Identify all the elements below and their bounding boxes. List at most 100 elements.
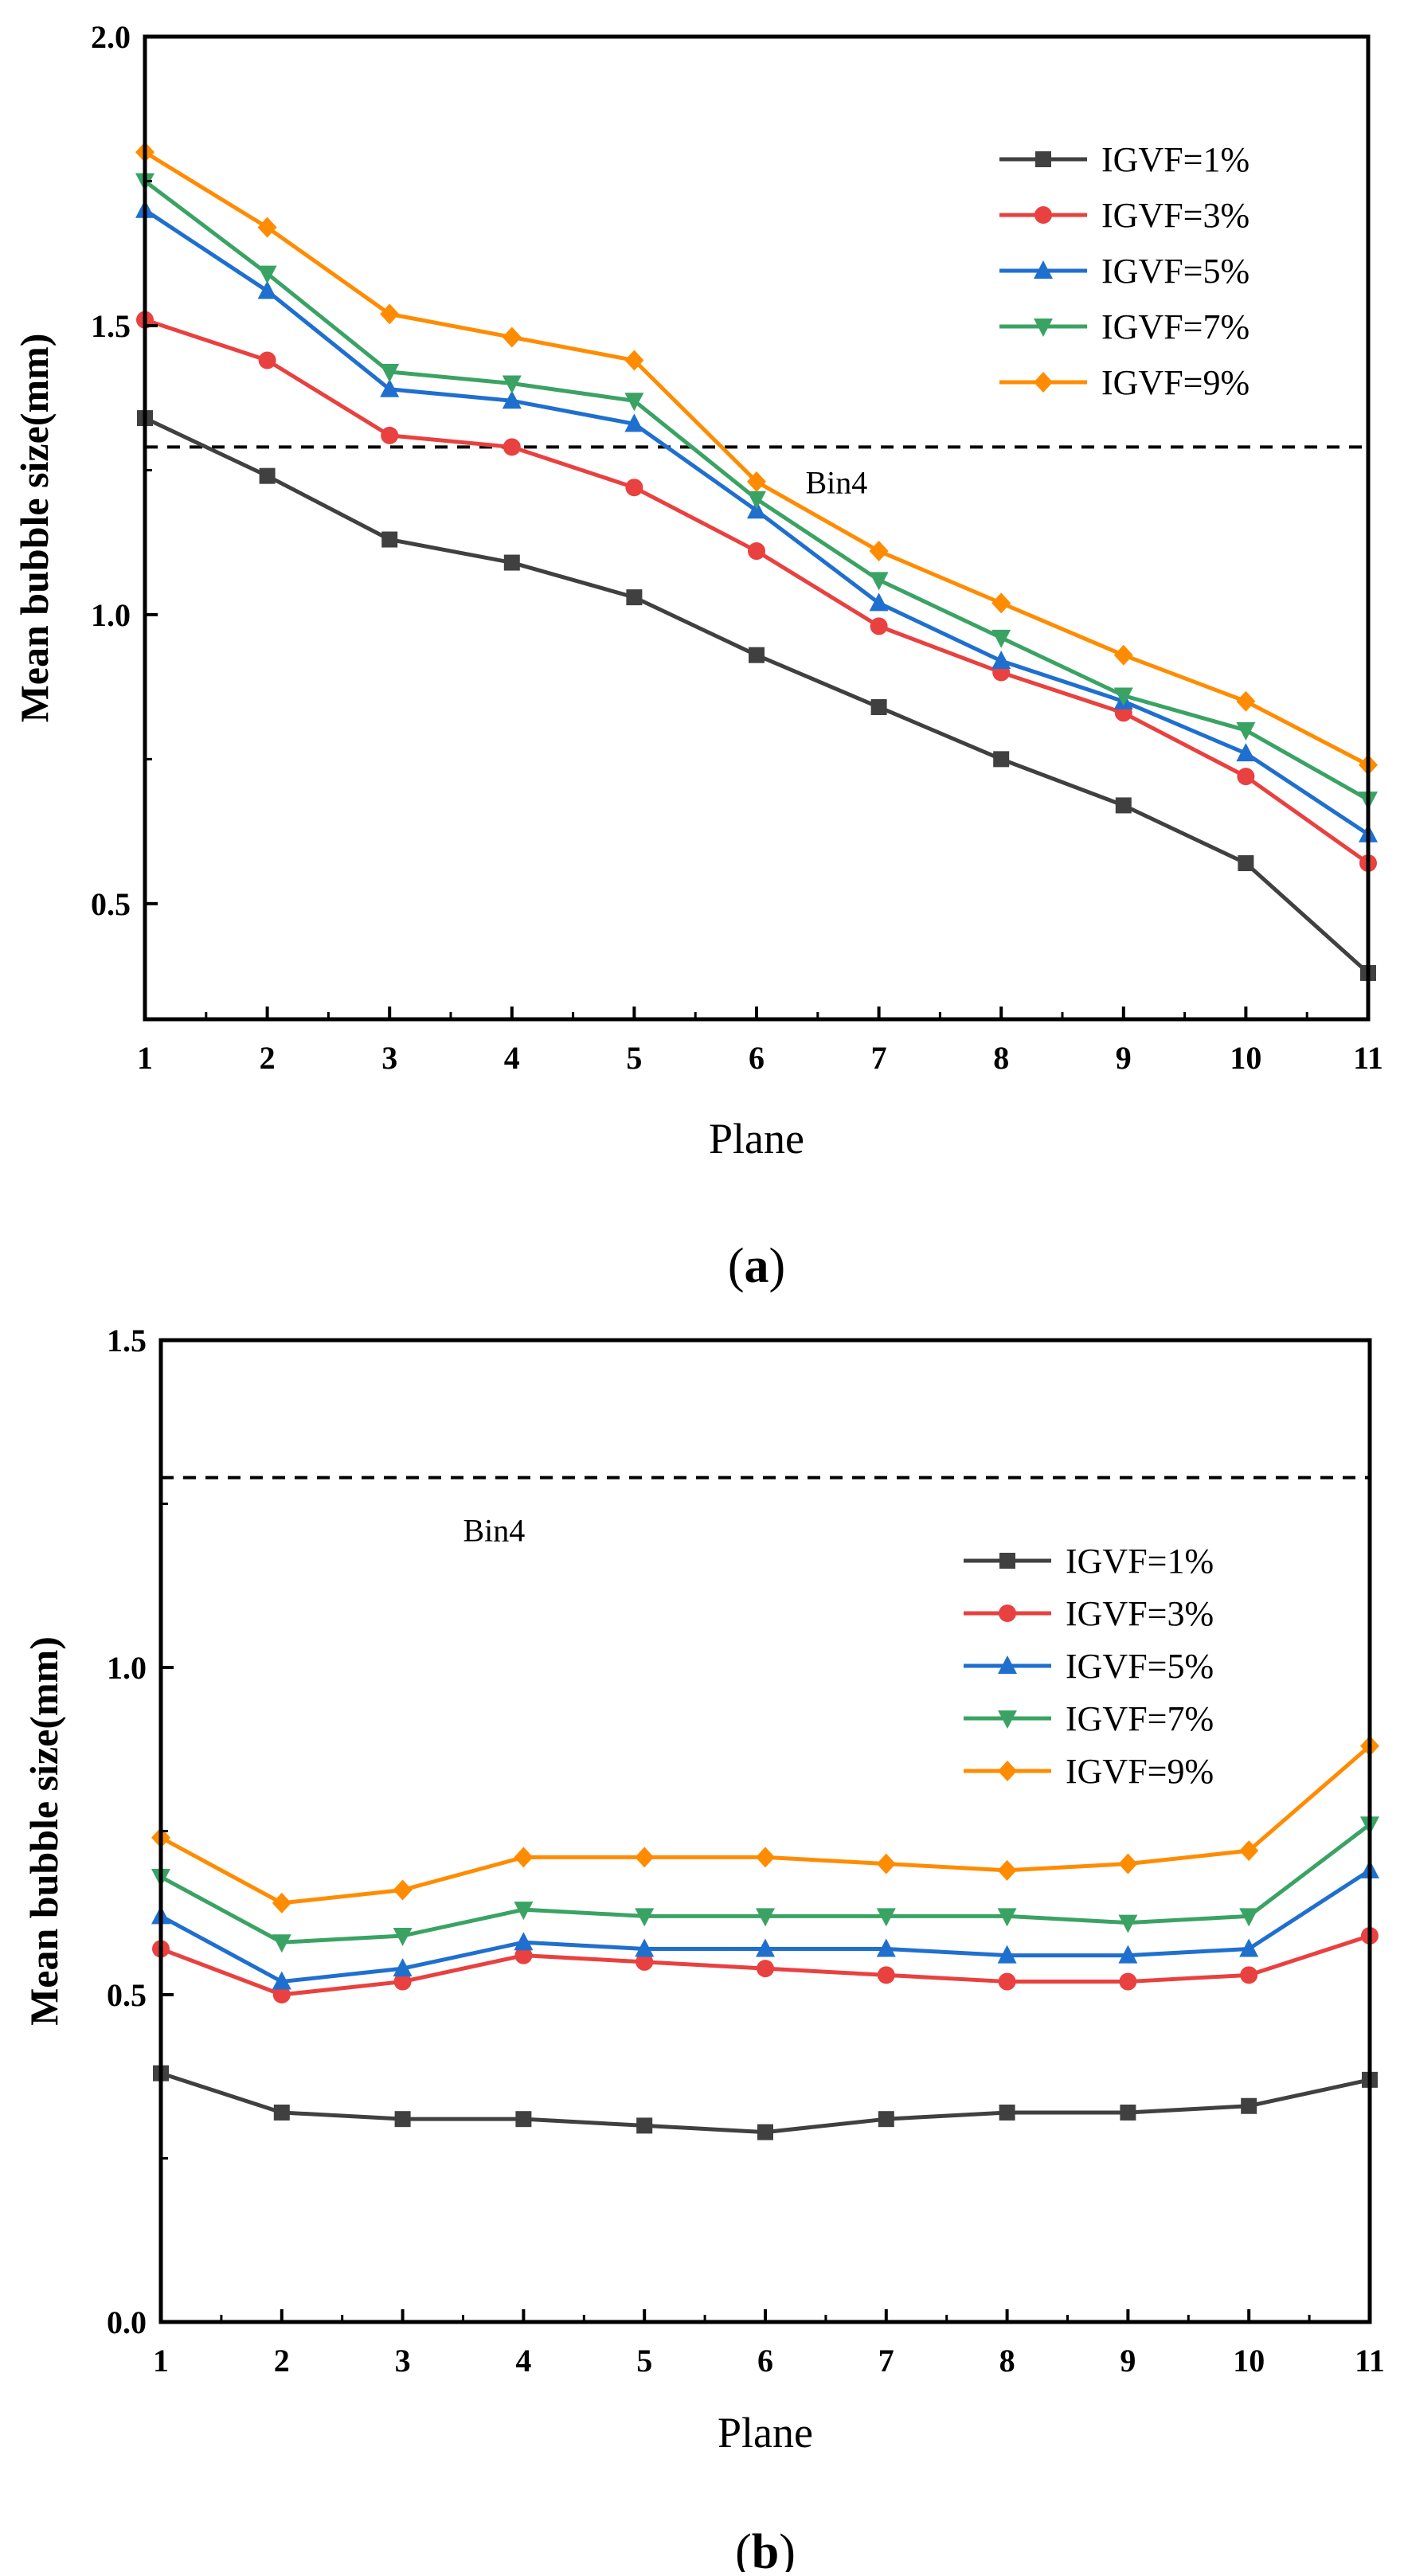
data-point	[635, 1847, 655, 1868]
x-tick-label: 4	[504, 1040, 520, 1076]
data-point	[1236, 743, 1256, 762]
x-tick-label: 6	[749, 1040, 765, 1076]
x-tick-label: 5	[626, 1040, 642, 1076]
data-point	[1118, 1914, 1138, 1933]
data-point	[876, 1938, 896, 1957]
data-point	[1237, 768, 1255, 786]
data-point	[624, 413, 644, 432]
data-point	[259, 467, 276, 484]
data-point	[997, 1859, 1017, 1881]
data-point	[272, 1971, 291, 1990]
data-point	[636, 1953, 654, 1971]
y-axis-title: Mean bubble size(mm)	[22, 1636, 66, 2026]
data-point	[756, 1847, 775, 1868]
data-point	[1238, 855, 1254, 872]
panel-label-close: )	[779, 2525, 796, 2572]
legend-label: IGVF=5%	[1101, 252, 1250, 291]
data-point	[1118, 1853, 1138, 1874]
legend-marker	[998, 1655, 1017, 1674]
data-point	[624, 350, 644, 371]
data-point	[257, 265, 277, 284]
y-tick-label: 1.5	[107, 1323, 147, 1358]
x-axis-title: Plane	[718, 2409, 813, 2457]
x-tick-label: 6	[757, 2343, 773, 2379]
x-tick-label: 8	[993, 1040, 1009, 1076]
legend-marker	[1034, 260, 1053, 279]
plot-frame	[158, 1338, 1372, 2324]
panel-label-open: (	[728, 1239, 745, 1293]
legend-label: IGVF=9%	[1101, 363, 1250, 402]
data-point	[1236, 690, 1256, 712]
x-tick-label: 2	[274, 2343, 290, 2379]
reference-line-label: Bin4	[805, 464, 867, 500]
data-point	[757, 1960, 774, 1978]
data-point	[1115, 797, 1132, 814]
data-point	[272, 1892, 291, 1913]
legend-marker	[1034, 319, 1053, 337]
panel-label: (a)	[728, 1239, 785, 1293]
panel-label-open: (	[735, 2525, 752, 2572]
data-point	[869, 592, 889, 612]
x-tick-label: 10	[1230, 1040, 1261, 1076]
data-point	[997, 1908, 1017, 1927]
data-point	[757, 2124, 773, 2140]
data-point	[635, 1938, 655, 1957]
data-point	[273, 2104, 290, 2121]
data-point	[625, 479, 643, 497]
data-point	[1113, 687, 1133, 706]
data-point	[257, 280, 277, 299]
data-point	[747, 491, 766, 510]
series-line-3	[143, 208, 1370, 836]
legend-label: IGVF=7%	[1066, 1699, 1214, 1738]
data-point	[747, 471, 766, 492]
data-point	[380, 303, 400, 325]
data-point	[502, 375, 522, 394]
x-tick-label: 9	[1116, 1040, 1132, 1076]
y-tick-label: 0.5	[107, 1977, 147, 2013]
data-point	[877, 1966, 895, 1984]
panel-label-close: )	[769, 1239, 786, 1293]
data-point	[1236, 722, 1256, 741]
data-point	[502, 326, 522, 348]
data-point	[380, 364, 400, 383]
x-tick-label: 2	[260, 1040, 276, 1076]
data-point	[381, 426, 399, 444]
data-point	[514, 1932, 534, 1951]
data-point	[1118, 1945, 1138, 1964]
x-tick-label: 11	[1355, 2343, 1385, 2379]
data-point	[991, 650, 1011, 669]
data-point	[1241, 2097, 1257, 2114]
data-point	[624, 393, 644, 412]
data-point	[756, 1908, 775, 1927]
data-point	[999, 2104, 1015, 2121]
data-point	[991, 629, 1011, 648]
legend-marker	[999, 1605, 1016, 1622]
data-point	[272, 1934, 291, 1953]
panel-label-letter: b	[752, 2525, 779, 2572]
data-point	[1119, 1972, 1137, 1991]
y-tick-label: 1.0	[91, 597, 131, 633]
legend-label: IGVF=3%	[1066, 1594, 1214, 1633]
data-point	[993, 751, 1010, 768]
x-tick-label: 1	[153, 2343, 169, 2379]
data-point	[636, 2117, 653, 2134]
x-tick-label: 1	[137, 1040, 153, 1076]
data-point	[515, 2111, 532, 2128]
data-point	[503, 438, 521, 456]
y-tick-label: 0.0	[107, 2304, 147, 2340]
y-tick-label: 1.0	[107, 1650, 147, 1686]
data-point	[991, 592, 1011, 614]
data-point	[1239, 1908, 1259, 1927]
data-point	[514, 1946, 533, 1964]
legend-label: IGVF=5%	[1066, 1647, 1214, 1686]
data-point	[749, 647, 765, 663]
x-tick-label: 4	[515, 2343, 531, 2379]
data-point	[997, 1945, 1017, 1964]
chart-panel-b: Bin4 1 2 3 4 5 6 7 8 9 10 11 0.0 0.5 1.0 1.5 Plane Mean b…	[22, 1323, 1385, 2576]
x-tick-label: 7	[878, 2343, 894, 2379]
data-point	[1239, 1938, 1259, 1957]
x-tick-label: 10	[1233, 2343, 1265, 2379]
data-point	[394, 2111, 411, 2128]
